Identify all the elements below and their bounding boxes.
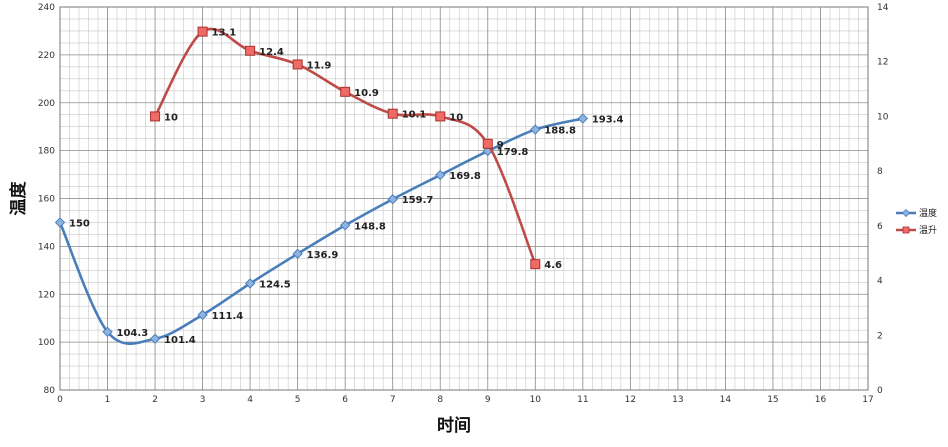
x-tick-label: 9: [485, 395, 491, 405]
data-label: 124.5: [259, 279, 291, 290]
x-tick-label: 6: [342, 395, 348, 405]
x-tick-label: 15: [767, 395, 778, 405]
data-label: 11.9: [307, 60, 332, 71]
x-tick-label: 5: [295, 395, 301, 405]
x-tick-label: 3: [200, 395, 206, 405]
data-label: 10.9: [354, 88, 379, 99]
data-label: 193.4: [592, 115, 624, 126]
y-axis-right-ticks: 0 2 4 6 8 10 12 14: [877, 3, 889, 396]
data-point-marker: [387, 194, 398, 205]
x-tick-label: 10: [530, 395, 542, 405]
data-point-marker: [435, 169, 446, 181]
data-label: 9: [497, 140, 504, 151]
data-label: 4.6: [544, 260, 562, 271]
y-tick-label: 80: [44, 386, 56, 396]
data-label: 148.8: [354, 221, 386, 232]
data-point-marker: [149, 333, 161, 344]
series-2: 10 13.1 12.4 11.9 10.9 10.1 10 9 4.6: [150, 26, 562, 271]
x-tick-label: 4: [247, 395, 253, 405]
x-tick-label: 16: [815, 395, 827, 405]
y2-tick-label: 8: [877, 167, 883, 177]
legend-label: 温升: [919, 225, 937, 236]
data-point-marker: [245, 45, 256, 56]
y-tick-label: 100: [38, 338, 55, 348]
data-point-marker: [482, 138, 493, 149]
y2-tick-label: 2: [877, 331, 883, 341]
data-point-marker: [150, 111, 161, 122]
x-tick-label: 0: [57, 395, 63, 405]
y2-tick-label: 6: [877, 222, 883, 232]
legend-item: 温升: [896, 225, 937, 236]
x-tick-label: 14: [720, 395, 732, 405]
y-tick-label: 200: [38, 99, 55, 109]
data-label: 10: [164, 112, 178, 123]
x-tick-label: 8: [437, 395, 443, 405]
data-point-marker: [340, 86, 351, 97]
data-point-marker: [197, 26, 208, 37]
data-point-marker: [339, 220, 351, 231]
plot-area: [59, 6, 869, 391]
series-layer: 150 104.3 101.4 111.4 124.5 136.9 148.8 159.7 16…: [54, 26, 624, 346]
data-label: 101.4: [164, 335, 196, 346]
y-axis-title: 温度: [8, 181, 29, 216]
legend-marker: [902, 226, 910, 234]
data-point-marker: [577, 113, 589, 124]
y-tick-label: 160: [38, 195, 55, 205]
x-tick-label: 12: [625, 395, 636, 405]
x-tick-label: 2: [152, 395, 158, 405]
x-axis-ticks: 0 1 2 3 4 5 6 7 8 9 10 11 12 13 14 15 16 17: [57, 395, 874, 405]
legend-marker: [901, 208, 911, 218]
data-point-marker: [54, 217, 66, 228]
y-tick-label: 220: [38, 51, 55, 61]
data-point-marker: [435, 111, 446, 122]
y2-tick-label: 10: [877, 112, 889, 122]
data-label: 111.4: [212, 311, 244, 322]
data-point-marker: [387, 108, 398, 119]
data-label: 10.1: [402, 110, 427, 121]
legend-label: 温度: [919, 207, 937, 219]
data-label: 10: [449, 112, 463, 123]
data-point-marker: [292, 248, 303, 260]
data-label: 12.4: [259, 47, 284, 58]
data-label: 150: [69, 218, 90, 229]
data-point-marker: [530, 124, 541, 135]
data-label: 104.3: [117, 328, 149, 339]
data-label: 169.8: [449, 171, 481, 182]
data-point-marker: [197, 309, 208, 321]
data-point-marker: [530, 259, 541, 270]
data-label: 188.8: [544, 126, 576, 137]
data-point-marker: [102, 326, 113, 338]
data-label: 159.7: [402, 195, 434, 206]
y-tick-label: 240: [38, 3, 55, 13]
data-point-marker: [244, 278, 256, 289]
legend-item: 温度: [896, 207, 937, 219]
data-point-marker: [292, 59, 303, 70]
series-1: 150 104.3 101.4 111.4 124.5 136.9 148.8 159.7 16…: [54, 113, 624, 346]
x-tick-label: 1: [105, 395, 111, 405]
data-label: 136.9: [307, 250, 339, 261]
x-axis-title: 时间: [437, 415, 471, 436]
x-tick-label: 13: [672, 395, 683, 405]
y-tick-label: 180: [38, 147, 55, 157]
x-tick-label: 11: [577, 395, 588, 405]
x-tick-label: 17: [862, 395, 873, 405]
y-axis-left-ticks: 80 100 120 140 160 180 200 220 240: [38, 3, 55, 396]
y2-tick-label: 14: [877, 3, 889, 13]
y2-tick-label: 0: [877, 386, 883, 396]
y-tick-label: 140: [38, 242, 55, 252]
y2-tick-label: 12: [877, 58, 888, 68]
data-label: 13.1: [212, 28, 237, 39]
data-label: 179.8: [497, 147, 529, 158]
x-tick-label: 7: [390, 395, 396, 405]
y-tick-label: 120: [38, 290, 55, 300]
y2-tick-label: 4: [877, 277, 883, 287]
